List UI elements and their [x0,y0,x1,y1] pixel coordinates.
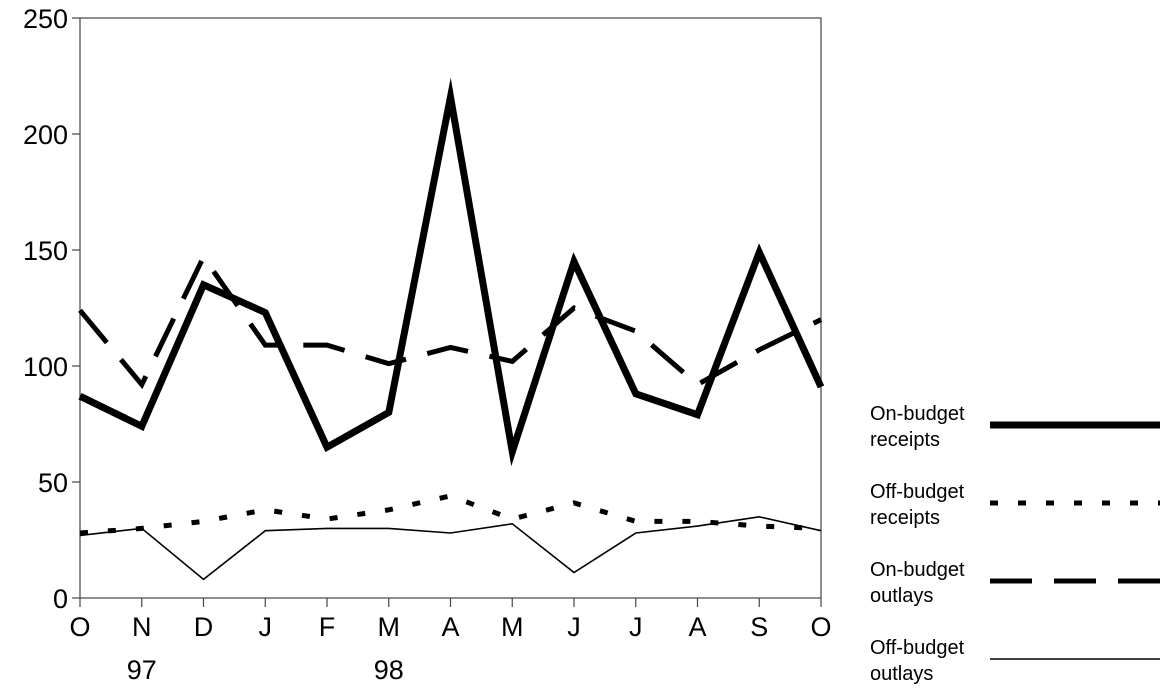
x-tick-label: J [567,612,581,642]
x-tick-label: J [259,612,273,642]
x-tick-label: A [688,612,706,642]
legend-label: receipts [870,507,940,529]
data-point-off-budget-receipts [512,519,513,520]
year-label: 98 [374,655,404,685]
x-tick-label: S [750,612,768,642]
legend-label: On-budget [870,559,965,581]
x-tick-label: F [319,612,336,642]
y-tick-label: 250 [23,4,68,34]
x-tick-label: O [69,612,90,642]
year-label: 97 [127,655,157,685]
legend-label: On-budget [870,403,965,425]
data-point-on-budget-outlays [697,384,698,385]
legend-label: outlays [870,585,933,607]
legend-label: Off-budget [870,637,965,659]
x-tick-label: D [194,612,214,642]
data-point-on-budget-outlays [203,256,204,257]
data-point-off-budget-receipts [203,521,204,522]
y-tick-label: 0 [53,584,68,614]
series-line-on-budget-outlays [78,252,823,390]
legend-label: receipts [870,429,940,451]
series-line-on-budget-receipts [78,77,825,467]
series-lines [78,77,825,581]
data-point-off-budget-receipts [265,509,266,510]
x-tick-label: A [441,612,459,642]
legend-label: outlays [870,663,933,685]
legend-label: Off-budget [870,481,965,503]
y-tick-label: 200 [23,120,68,150]
y-tick-label: 50 [38,468,68,498]
data-point-off-budget-receipts [450,495,451,496]
data-point-off-budget-receipts [759,526,760,527]
data-point-off-budget-receipts [327,519,328,520]
legend: On-budget receipts Off-budget receipts On-bu… [870,403,1160,685]
series-line-off-budget-receipts [79,493,822,536]
x-tick-label: M [501,612,524,642]
data-point-off-budget-receipts [635,521,636,522]
axes: 0 50 100 150 200 250 O N D J F M A M J J A S O 97 98 [23,4,832,685]
x-tick-label: O [810,612,831,642]
data-point-on-budget-outlays [635,331,636,332]
x-tick-label: N [132,612,152,642]
series-line-off-budget-outlays [79,515,822,581]
x-tick-label: J [629,612,643,642]
y-tick-label: 150 [23,236,68,266]
x-tick-label: M [378,612,401,642]
y-tick-label: 100 [23,352,68,382]
data-point-off-budget-receipts [697,521,698,522]
